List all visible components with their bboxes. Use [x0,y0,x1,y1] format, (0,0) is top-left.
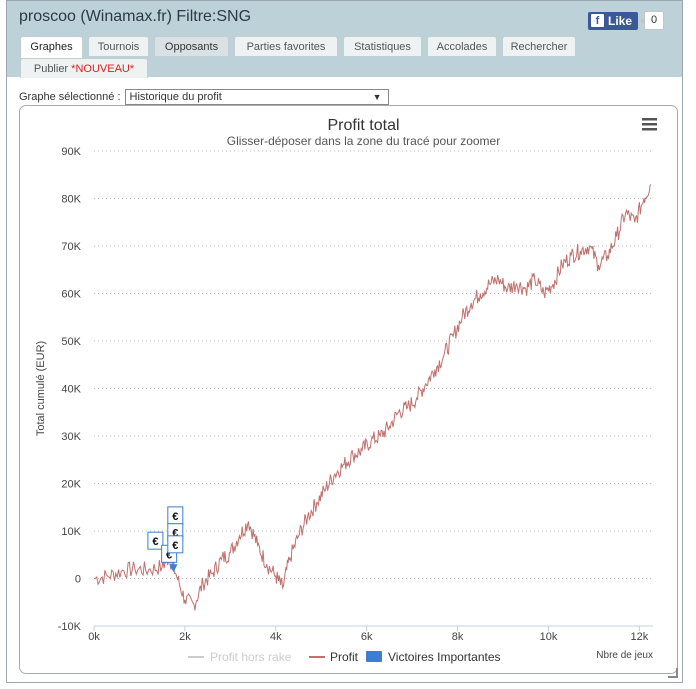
y-tick-label: 90K [61,146,81,158]
legend-item-victoires: Victoires Importantes [388,650,501,664]
facebook-like-button[interactable]: f Like [588,11,639,30]
y-tick-label: 50K [61,336,81,348]
svg-text:€: € [172,540,178,552]
x-tick-label: 2k [179,631,191,643]
y-tick-label: 70K [61,241,81,253]
tab-parties-favorites[interactable]: Parties favorites [234,36,338,56]
y-tick-label: 40K [61,384,81,396]
svg-text:€: € [172,511,178,523]
y-tick-label: 20K [61,479,81,491]
victory-flag[interactable]: € [147,531,164,550]
y-axis-label: Total cumulé (EUR) [35,341,47,436]
hamburger-menu-icon[interactable] [642,118,657,131]
tab-label: Accolades [436,41,488,53]
y-tick-label: 30K [61,431,81,443]
x-tick-label: 4k [270,631,282,643]
svg-text:€: € [152,536,158,548]
tab-tournois[interactable]: Tournois [88,36,149,56]
tab-publier[interactable]: Publier *NOUVEAU* [20,58,148,78]
dropdown-arrow-icon: ▼ [372,92,382,102]
graph-select-dropdown[interactable]: Historique du profit ▼ [124,89,389,105]
new-badge: *NOUVEAU* [71,63,135,75]
x-tick-label: 12k [630,631,648,643]
tab-label: Tournois [97,41,140,53]
y-tick-label: 60K [61,289,81,301]
tab-label: Rechercher [510,41,568,53]
tab-label: Publier [33,63,69,75]
tab-statistiques[interactable]: Statistiques [343,36,422,56]
facebook-like-widget: f Like 0 [588,11,665,30]
y-tick-label: -10K [58,621,82,633]
legend-item-profit-hors-rake: Profit hors rake [210,650,292,664]
tab-label: Opposants [164,41,219,53]
tab-rechercher[interactable]: Rechercher [502,36,576,56]
flag-anchor-marker [169,564,178,573]
x-tick-label: 6k [361,631,373,643]
resize-handle-icon[interactable] [668,668,678,678]
tab-label: Parties favorites [246,41,326,53]
graph-select-value: Historique du profit [129,91,222,103]
victory-flag[interactable]: € [167,506,184,525]
app-window: proscoo (Winamax.fr) Filtre:SNG f Like 0… [6,0,683,683]
graph-select-label: Graphe sélectionné : [19,91,121,103]
facebook-like-label: Like [608,13,633,28]
x-axis-label: Nbre de jeux [596,650,653,661]
tab-accolades[interactable]: Accolades [427,36,497,56]
window-title: proscoo (Winamax.fr) Filtre:SNG [19,8,252,25]
facebook-icon: f [591,14,604,27]
graph-select-row: Graphe sélectionné : Historique du profi… [19,89,389,105]
profit-series-line[interactable] [93,184,652,611]
chart-subtitle: Glisser-déposer dans la zone du tracé po… [227,134,500,148]
chart-title: Profit total [327,117,399,134]
y-tick-label: 10K [61,526,81,538]
facebook-like-count: 0 [639,11,665,30]
tab-graphes[interactable]: Graphes [20,36,83,58]
y-tick-label: 0 [75,574,81,586]
victory-flag[interactable]: € [167,535,184,554]
tab-label: Statistiques [354,41,411,53]
svg-text:€: € [172,528,178,540]
tab-opposants[interactable]: Opposants [154,36,229,56]
chart-container[interactable]: Profit total Glisser-déposer dans la zone… [19,105,678,674]
legend-symbol-victoires [366,651,382,662]
header-bar: proscoo (Winamax.fr) Filtre:SNG f Like 0… [7,1,682,78]
x-tick-label: 10k [540,631,558,643]
tab-label: Graphes [30,41,73,53]
x-tick-label: 8k [452,631,464,643]
y-tick-label: 80K [61,194,81,206]
svg-text:€: € [166,549,172,561]
legend-item-profit: Profit [330,650,359,664]
x-tick-label: 0k [88,631,100,643]
